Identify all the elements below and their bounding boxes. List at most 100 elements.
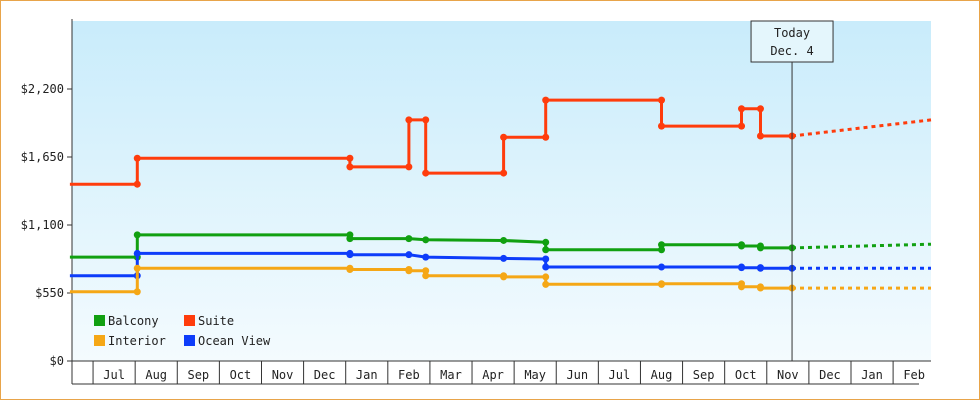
data-point (422, 169, 430, 177)
x-tick-label: Jan (861, 368, 883, 382)
data-point (405, 163, 413, 171)
x-tick-label: Jul (609, 368, 631, 382)
x-tick-label: Dec (314, 368, 336, 382)
data-point (133, 288, 141, 296)
x-tick-label: Aug (145, 368, 167, 382)
x-tick-label: May (524, 368, 546, 382)
data-point (738, 264, 746, 272)
data-point (738, 242, 746, 250)
data-point (405, 267, 413, 275)
data-point (738, 122, 746, 130)
y-tick-label: $550 (35, 286, 64, 300)
x-tick-label: Nov (272, 368, 294, 382)
legend-swatch (94, 335, 105, 346)
data-point (422, 116, 430, 124)
x-tick-label: Oct (230, 368, 252, 382)
data-point (133, 180, 141, 188)
today-date-label: Dec. 4 (770, 44, 813, 58)
data-point (133, 154, 141, 162)
data-point (422, 272, 430, 280)
data-point (346, 154, 354, 162)
data-point (738, 105, 746, 113)
data-point (346, 266, 354, 274)
x-tick-label: Aug (651, 368, 673, 382)
legend-swatch (184, 335, 195, 346)
data-point (658, 241, 666, 249)
data-point (542, 133, 550, 141)
legend-label: Ocean View (198, 334, 271, 348)
legend-label: Interior (108, 334, 166, 348)
x-tick-label: Mar (440, 368, 462, 382)
data-point (542, 280, 550, 288)
data-point (422, 267, 430, 275)
data-point (658, 96, 666, 104)
x-tick-label: Dec (819, 368, 841, 382)
data-point (658, 280, 666, 288)
data-point (405, 116, 413, 124)
data-point (500, 133, 508, 141)
series-forecast-line (791, 242, 932, 250)
x-tick-label: Sep (693, 368, 715, 382)
today-marker: Today Dec. 4 (750, 20, 834, 361)
data-point (542, 273, 550, 281)
today-box (750, 20, 834, 63)
data-point (542, 246, 550, 254)
series-layer (69, 96, 932, 296)
data-point (756, 132, 764, 140)
x-tick-label: Feb (903, 368, 925, 382)
data-point (133, 264, 141, 272)
data-point (756, 105, 764, 113)
axes: $0 $550 $1,100 $1,650 $2,200 Jul Aug Sep Oct Nov D… (21, 19, 931, 385)
legend-swatch (184, 315, 195, 326)
data-point (133, 249, 141, 257)
series-suite (69, 96, 932, 188)
data-point (422, 253, 430, 261)
x-tick-label: Sep (187, 368, 209, 382)
data-point (756, 264, 764, 272)
data-point (500, 254, 508, 262)
data-point (500, 236, 508, 244)
data-point (346, 163, 354, 171)
series-balcony (69, 231, 932, 261)
data-point (422, 236, 430, 244)
x-tick-label: Jul (103, 368, 125, 382)
y-tick-label: $1,100 (21, 218, 64, 232)
data-point (756, 284, 764, 292)
x-tick-label: Nov (777, 368, 799, 382)
data-point (500, 273, 508, 281)
data-point (658, 122, 666, 130)
series-interior (69, 264, 931, 296)
data-point (542, 255, 550, 263)
today-label: Today (774, 26, 810, 40)
data-point (542, 96, 550, 104)
legend-label: Balcony (108, 314, 159, 328)
data-point (346, 251, 354, 259)
y-tick-label: $2,200 (21, 82, 64, 96)
x-tick-label: Feb (398, 368, 420, 382)
plot-area (72, 21, 931, 361)
y-tick-label: $1,650 (21, 150, 64, 164)
data-point (405, 251, 413, 259)
series-line (69, 251, 792, 278)
data-point (405, 235, 413, 243)
x-tick-label: Oct (735, 368, 757, 382)
data-point (738, 283, 746, 291)
x-tick-label: Jan (356, 368, 378, 382)
legend-label: Suite (198, 314, 234, 328)
data-point (756, 244, 764, 252)
x-tick-label: Jun (566, 368, 588, 382)
x-tick-label: Apr (482, 368, 504, 382)
data-point (658, 246, 666, 254)
data-point (542, 238, 550, 246)
data-point (542, 263, 550, 271)
data-point (346, 235, 354, 243)
data-point (133, 231, 141, 239)
y-tick-label: $0 (50, 354, 64, 368)
series-ocean-view (69, 249, 931, 280)
data-point (500, 169, 508, 177)
legend: Balcony Suite Interior Ocean View (94, 314, 271, 348)
legend-swatch (94, 315, 105, 326)
data-point (658, 263, 666, 271)
